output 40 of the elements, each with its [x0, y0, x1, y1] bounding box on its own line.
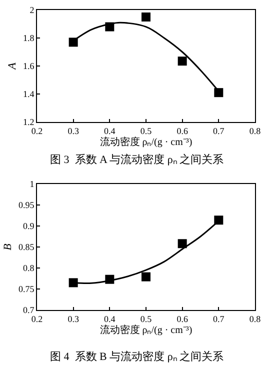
y-tick-label: 0.7 — [22, 305, 35, 316]
x-tick-label: 0.7 — [213, 126, 225, 136]
x-tick-label: 0.4 — [104, 314, 116, 324]
y-tick-label: 1.4 — [22, 89, 35, 100]
x-tick-label: 0.2 — [31, 126, 43, 136]
y-tick-label: 0.85 — [18, 242, 35, 252]
point — [68, 278, 78, 288]
y-axis-title: A — [6, 62, 19, 70]
x-tick-label: 0.6 — [176, 126, 188, 136]
y-tick-label: 1.2 — [22, 117, 34, 128]
y-tick-label: 1.6 — [22, 61, 35, 72]
x-tick-label: 0.3 — [68, 314, 80, 324]
x-tick-label: 0.4 — [104, 126, 116, 136]
point — [142, 272, 150, 282]
y-axis-title: B — [2, 243, 14, 250]
y-tick-label: 2 — [30, 5, 34, 16]
point — [214, 216, 224, 225]
x-tick-label: 0.3 — [68, 126, 80, 136]
x-axis-title: 流动密度 ρₙ/(g · cm⁻³) — [100, 324, 192, 336]
x-tick-label: 0.5 — [140, 126, 152, 136]
y-tick-label: 0.8 — [22, 263, 35, 274]
y-tick-label: 1 — [30, 179, 34, 190]
x-tick-label: 0.5 — [140, 314, 152, 324]
text: 图 4 系数 B 与流动密度 ρₙ 之间关系 — [50, 350, 224, 363]
x-tick-label: 0.8 — [249, 314, 262, 324]
point — [68, 38, 78, 47]
x-tick-label: 0.8 — [249, 126, 262, 136]
text: 图 3 系数 A 与流动密度 ρₙ 之间关系 — [50, 153, 224, 166]
y-tick-label: 0.95 — [18, 200, 35, 210]
y-tick-label: 0.9 — [22, 221, 35, 232]
x-tick-label: 0.7 — [213, 314, 225, 324]
point — [142, 12, 150, 22]
y-tick-label: 1.8 — [22, 33, 35, 44]
point — [214, 88, 224, 98]
point — [178, 239, 187, 248]
x-tick-label: 0.2 — [31, 314, 43, 324]
y-tick-label: 0.75 — [18, 284, 35, 294]
x-tick-label: 0.6 — [176, 314, 188, 324]
x-axis-title: 流动密度 ρₙ/(g · cm⁻³) — [100, 136, 192, 148]
point — [178, 56, 187, 66]
